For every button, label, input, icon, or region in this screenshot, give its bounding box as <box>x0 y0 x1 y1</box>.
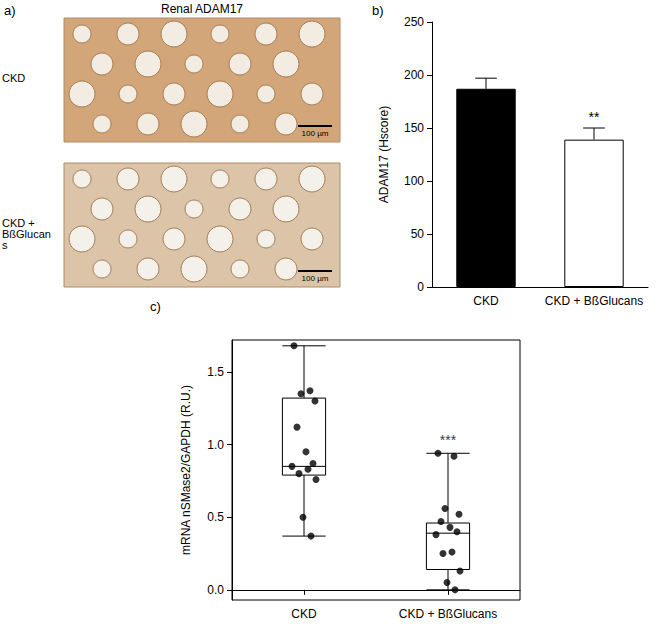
svg-text:s: s <box>2 239 8 251</box>
svg-text:a): a) <box>4 3 16 18</box>
svg-text:0.0: 0.0 <box>207 583 224 597</box>
svg-text:b): b) <box>372 3 384 18</box>
svg-text:***: *** <box>440 432 457 448</box>
svg-text:**: ** <box>589 109 600 125</box>
svg-text:150: 150 <box>404 121 424 135</box>
svg-text:100 µm: 100 µm <box>302 274 329 283</box>
svg-text:CKD: CKD <box>2 72 25 84</box>
svg-text:c): c) <box>150 299 161 314</box>
svg-text:250: 250 <box>404 15 424 29</box>
svg-text:CKD + BßGlucans: CKD + BßGlucans <box>545 294 643 308</box>
svg-text:ADAM17 (Hscore): ADAM17 (Hscore) <box>377 106 391 203</box>
svg-text:CKD + BßGlucans: CKD + BßGlucans <box>399 607 497 621</box>
svg-text:0: 0 <box>417 280 424 294</box>
svg-text:1.5: 1.5 <box>207 365 224 379</box>
svg-text:0.5: 0.5 <box>207 510 224 524</box>
svg-text:100: 100 <box>404 174 424 188</box>
svg-text:CKD +: CKD + <box>2 216 38 229</box>
svg-text:50: 50 <box>411 227 425 241</box>
svg-text:BßGlucan: BßGlucan <box>2 228 51 240</box>
svg-text:200: 200 <box>404 68 424 82</box>
svg-text:100 µm: 100 µm <box>302 129 329 138</box>
svg-text:CKD: CKD <box>473 294 499 308</box>
svg-text:Renal ADAM17: Renal ADAM17 <box>161 2 243 16</box>
svg-text:mRNA nSMase2/GAPDH (R.U.): mRNA nSMase2/GAPDH (R.U.) <box>179 385 193 555</box>
svg-text:1.0: 1.0 <box>207 438 224 452</box>
svg-text:CKD: CKD <box>291 607 317 621</box>
